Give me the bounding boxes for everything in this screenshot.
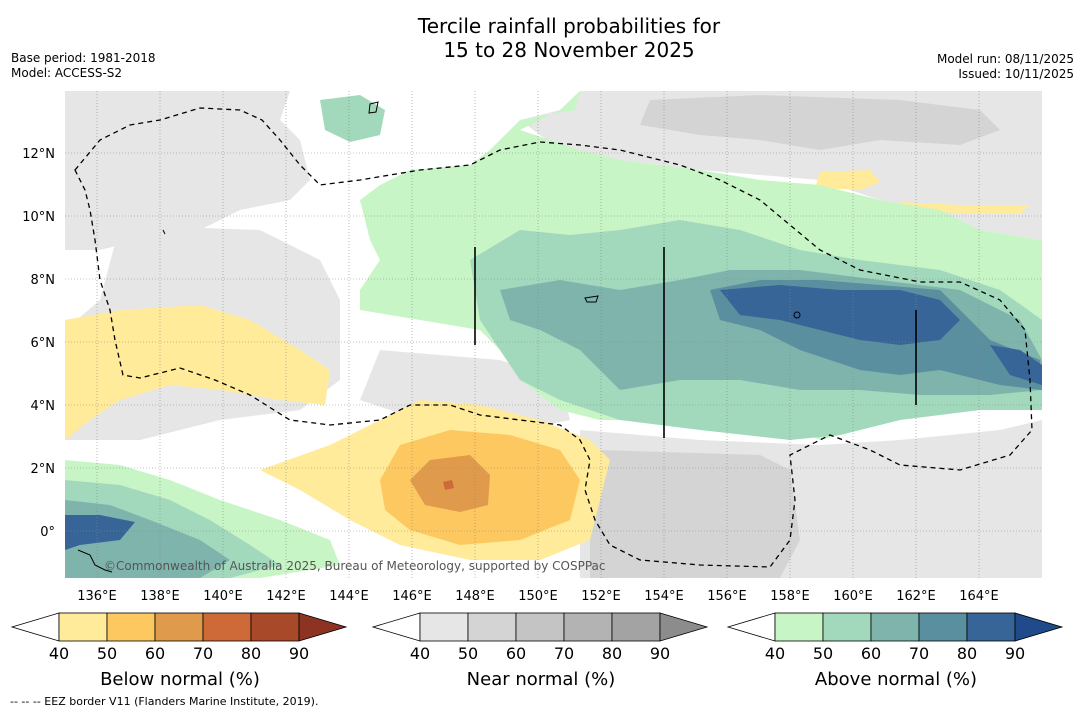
map-title: Tercile rainfall probabilities for 15 to…	[0, 14, 1085, 62]
colorbar-tick-label: 40	[410, 644, 430, 663]
colorbar-tick-label: 50	[97, 644, 117, 663]
lat-label: 2°N	[31, 462, 56, 477]
lon-label: 152°E	[581, 589, 621, 604]
issued-text: Issued: 10/11/2025	[958, 67, 1074, 81]
colorbar-tick-label: 90	[289, 644, 309, 663]
lon-label: 150°E	[518, 589, 558, 604]
colorbar-tick-label: 50	[813, 644, 833, 663]
lat-label: 12°N	[22, 147, 55, 162]
colorbar-box	[870, 612, 920, 642]
near-normal-region-north	[65, 91, 310, 250]
lat-label: 8°N	[31, 273, 56, 288]
near-normal-region-southeast-dark	[590, 450, 800, 578]
colorbar-title-above: Above normal (%)	[815, 669, 977, 690]
map-panel: ©Commonwealth of Australia 2025, Bureau …	[65, 91, 1042, 578]
islands	[77, 101, 801, 573]
lon-label: 164°E	[959, 589, 999, 604]
model-text: Model: ACCESS-S2	[11, 66, 123, 80]
colorbar-tick-label: 60	[506, 644, 526, 663]
title-line-2: 15 to 28 November 2025	[443, 38, 695, 62]
latitude-axis: 12°N 10°N 8°N 6°N 4°N 2°N 0°	[22, 147, 55, 540]
colorbar-extend-low	[371, 612, 421, 642]
colorbar-extend-high	[298, 612, 348, 642]
longitude-axis: 136°E 138°E 140°E 142°E 144°E 146°E 148°…	[77, 589, 999, 604]
colorbar-tick-label: 90	[1005, 644, 1025, 663]
colorbar-extend-high	[659, 612, 709, 642]
lon-label: 148°E	[455, 589, 495, 604]
colorbar-tick-label: 80	[957, 644, 977, 663]
colorbar-tick-label: 90	[650, 644, 670, 663]
below-normal-region-west	[65, 305, 330, 440]
title-line-1: Tercile rainfall probabilities for	[417, 14, 721, 38]
colorbar-tick-label: 80	[241, 644, 261, 663]
colorbar-tick-label: 40	[49, 644, 69, 663]
colorbar-tick-label: 70	[554, 644, 574, 663]
colorbar-box	[774, 612, 824, 642]
map-credit: ©Commonwealth of Australia 2025, Bureau …	[104, 559, 606, 573]
above-normal-region-north-patch	[320, 95, 385, 142]
meta-right: Model run: 08/11/2025 Issued: 10/11/2025	[937, 52, 1074, 82]
colorbar-above-normal: 40 50 60 70 80 90	[726, 612, 1064, 663]
colorbar-box	[419, 612, 469, 642]
colorbar-box	[202, 612, 252, 642]
lat-label: 0°	[40, 525, 55, 540]
above-normal-region-north-80	[720, 285, 960, 345]
colorbar-extend-low	[726, 612, 776, 642]
lon-label: 154°E	[644, 589, 684, 604]
lat-label: 10°N	[22, 210, 55, 225]
meta-left: Base period: 1981-2018 Model: ACCESS-S2	[11, 51, 156, 81]
colorbar-title-below: Below normal (%)	[100, 669, 260, 690]
colorbar-box	[822, 612, 872, 642]
colorbar-box	[154, 612, 204, 642]
lon-label: 136°E	[77, 589, 117, 604]
colorbar-box	[918, 612, 968, 642]
colorbar-box	[467, 612, 517, 642]
lat-label: 4°N	[31, 399, 56, 414]
lon-label: 162°E	[896, 589, 936, 604]
colorbar-extend-high	[1014, 612, 1064, 642]
colorbar-box	[106, 612, 156, 642]
colorbar-near-normal: 40 50 60 70 80 90	[371, 612, 709, 663]
lon-label: 156°E	[707, 589, 747, 604]
lon-label: 158°E	[770, 589, 810, 604]
colorbar-tick-label: 50	[458, 644, 478, 663]
lat-label: 6°N	[31, 336, 56, 351]
lon-label: 138°E	[140, 589, 180, 604]
colorbar-extend-low	[10, 612, 60, 642]
lon-label: 142°E	[266, 589, 306, 604]
graticule	[65, 91, 1042, 578]
colorbar-box	[58, 612, 108, 642]
below-normal-region-central-70	[443, 480, 454, 490]
model-run-text: Model run: 08/11/2025	[936, 52, 1074, 66]
lon-label: 146°E	[392, 589, 432, 604]
colorbar-tick-label: 60	[145, 644, 165, 663]
lon-label: 140°E	[203, 589, 243, 604]
colorbar-box	[966, 612, 1016, 642]
colorbar-box	[563, 612, 613, 642]
eez-lines	[474, 247, 917, 438]
colorbar-title-near: Near normal (%)	[467, 669, 616, 690]
lon-label: 160°E	[833, 589, 873, 604]
above-normal-region-southwest-80	[65, 515, 135, 550]
colorbar-box	[611, 612, 661, 642]
eez-footer-note: -- -- -- EEZ border V11 (Flanders Marine…	[10, 695, 319, 708]
colorbar-box	[250, 612, 300, 642]
colorbar-box	[515, 612, 565, 642]
below-normal-region-northeast	[815, 170, 880, 190]
colorbar-tick-label: 40	[765, 644, 785, 663]
colorbar-below-normal: 40 50 60 70 80 90	[10, 612, 348, 663]
above-normal-region-east-80	[990, 345, 1042, 385]
colorbar-tick-label: 70	[193, 644, 213, 663]
colorbar-tick-label: 80	[602, 644, 622, 663]
colorbar-tick-label: 70	[909, 644, 929, 663]
near-normal-region-northeast-dark	[640, 95, 1000, 150]
lon-label: 144°E	[329, 589, 369, 604]
base-period-text: Base period: 1981-2018	[11, 51, 156, 65]
colorbar-tick-label: 60	[861, 644, 881, 663]
